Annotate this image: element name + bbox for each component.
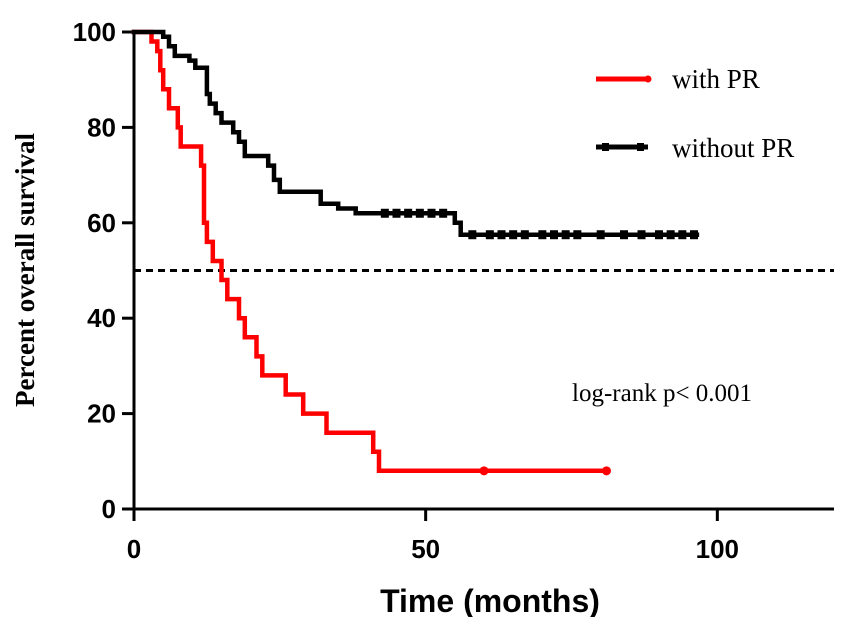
censor-mark-without-pr [637, 230, 646, 240]
series-line-with-pr [131, 29, 609, 474]
y-axis-label: Percent overall survival [10, 133, 40, 407]
y-tick-label: 40 [87, 303, 116, 333]
y-tick-label: 80 [87, 112, 116, 142]
censor-mark-without-pr [678, 230, 687, 240]
logrank-annotation: log-rank p< 0.001 [572, 380, 752, 407]
censor-mark-without-pr [404, 208, 413, 218]
censor-mark-without-pr [415, 208, 424, 218]
x-tick-label: 0 [127, 534, 141, 564]
x-axis-ticks: 0 50 100 [127, 509, 739, 564]
legend: with PR without PR [596, 64, 794, 163]
censor-mark-without-pr [427, 208, 436, 218]
censor-mark-without-pr [520, 230, 529, 240]
censor-mark-without-pr [468, 230, 477, 240]
y-tick-label: 0 [102, 494, 116, 524]
censor-mark-without-pr [439, 208, 448, 218]
legend-marker-without-pr [637, 143, 644, 151]
censor-mark-without-pr [509, 230, 518, 240]
censor-mark-with-pr [602, 466, 611, 476]
legend-marker-without-pr [602, 143, 609, 151]
censor-mark-without-pr [655, 230, 663, 240]
censor-mark-without-pr [620, 230, 628, 240]
legend-label-with-pr: with PR [672, 64, 760, 94]
y-tick-label: 20 [87, 399, 116, 429]
censor-mark-without-pr [596, 230, 605, 240]
y-axis-ticks: 0 20 40 60 80 100 [73, 17, 134, 524]
censor-mark-with-pr [479, 466, 489, 476]
series-layer [131, 29, 700, 476]
censor-mark-without-pr [666, 230, 675, 240]
x-axis-label: Time (months) [380, 583, 600, 617]
censor-mark-without-pr [538, 230, 547, 240]
censor-mark-without-pr [573, 230, 582, 240]
censor-mark-without-pr [550, 230, 558, 240]
legend-marker-with-pr [644, 75, 652, 83]
y-tick-label: 100 [73, 17, 116, 47]
series-line-without-pr [131, 29, 700, 237]
legend-label-without-pr: without PR [672, 133, 794, 163]
x-tick-label: 50 [411, 534, 440, 564]
censor-mark-without-pr [392, 208, 401, 218]
censor-mark-without-pr [497, 230, 506, 240]
censor-mark-without-pr [485, 230, 494, 240]
x-tick-label: 100 [696, 534, 739, 564]
y-tick-label: 60 [87, 208, 116, 238]
censor-mark-without-pr [690, 230, 698, 240]
censor-mark-without-pr [561, 230, 570, 240]
censor-mark-without-pr [380, 208, 389, 218]
